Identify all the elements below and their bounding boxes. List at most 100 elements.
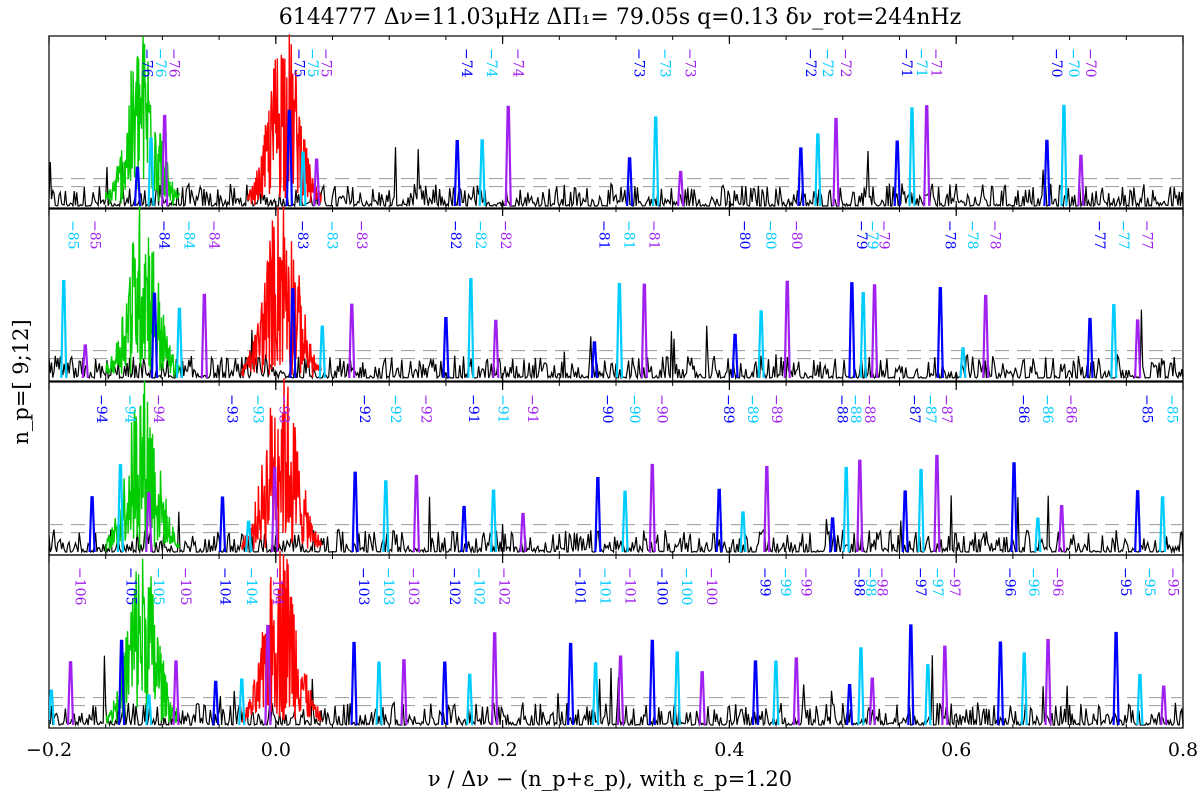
- mode-peak: [318, 325, 326, 379]
- mode-label: −101: [572, 567, 588, 605]
- mode-peak: [648, 639, 656, 726]
- mode-label: −82: [447, 220, 463, 250]
- mode-peak: [783, 280, 791, 379]
- x-axis: −0.2 0.0 0.2 0.4 0.6 0.8: [26, 739, 1198, 761]
- mode-peak: [289, 288, 297, 379]
- mode-peak: [615, 282, 624, 379]
- mode-label: −98: [862, 567, 878, 597]
- panel-frame: [48, 35, 1184, 210]
- mode-label: −85: [86, 220, 102, 250]
- mode-peak: [907, 624, 915, 726]
- mode-peak: [504, 105, 512, 207]
- mode-peak: [49, 689, 55, 726]
- mode-peak: [116, 464, 125, 553]
- panel-np-11: −85 −85 −84 −84 −84 −83 −83 −83 −82 −82 −82 −81 −81−…: [48, 205, 1184, 382]
- mode-peak: [212, 680, 220, 726]
- mode-peak: [640, 283, 648, 379]
- power-spectrum: [48, 655, 1184, 728]
- mode-peak: [442, 316, 450, 379]
- mode-label: −90: [626, 394, 642, 424]
- mode-peak: [491, 632, 499, 726]
- mode-label: −83: [294, 220, 310, 250]
- mode-label: −100: [678, 567, 694, 605]
- mode-label: −78: [941, 220, 957, 250]
- mode-peak: [350, 641, 358, 726]
- mode-label: −105: [123, 567, 139, 605]
- mode-label: −72: [819, 48, 835, 78]
- mode-peak: [797, 147, 805, 207]
- x-tick-label: −0.2: [26, 739, 72, 761]
- mode-label: −72: [837, 48, 853, 78]
- mode-label: −77: [1091, 220, 1107, 250]
- mode-peak: [908, 107, 916, 207]
- mode-peaks: [29, 624, 1168, 726]
- mode-peak: [959, 347, 967, 379]
- mode-label: −71: [898, 48, 914, 78]
- mode-peak: [751, 660, 760, 726]
- mode-label: −90: [653, 394, 669, 424]
- mode-label: −93: [250, 394, 266, 424]
- mode-peak: [648, 463, 656, 553]
- mode-label: −97: [946, 567, 962, 597]
- mode-label: −93: [224, 394, 240, 424]
- radial-mode-band: [241, 206, 322, 378]
- mode-peak: [1077, 154, 1085, 207]
- mode-label: −80: [788, 220, 804, 250]
- mode-label: −96: [1025, 567, 1041, 597]
- mode-peak: [150, 292, 159, 379]
- mode-label: −105: [150, 567, 166, 605]
- mode-peak: [271, 466, 279, 553]
- mode-label: −78: [987, 220, 1003, 250]
- mode-label: −92: [417, 394, 433, 424]
- chart-title: 6144777 Δν=11.03μHz ΔΠ₁= 79.05s q=0.13 δ…: [279, 5, 961, 30]
- x-axis-label: ν / Δν − (n_p+ε_p), with ε_p=1.20: [428, 767, 792, 791]
- mode-label: −75: [290, 48, 306, 78]
- mode-peak: [238, 678, 246, 726]
- mode-label: −80: [762, 220, 778, 250]
- mode-peak: [66, 661, 75, 726]
- radial-mode-band: [241, 551, 322, 724]
- mode-peak: [453, 140, 461, 207]
- mode-peak: [814, 133, 822, 207]
- mode-label: −95: [1141, 567, 1157, 597]
- mode-label: −88: [861, 394, 877, 424]
- mode-peak: [868, 677, 876, 726]
- mode-label: −95: [1117, 567, 1133, 597]
- mode-peak: [652, 116, 660, 207]
- mode-label: −82: [497, 220, 513, 250]
- mode-peak: [313, 158, 321, 207]
- mode-peak: [133, 166, 142, 207]
- mode-label: −82: [472, 220, 488, 250]
- mode-peak: [1136, 673, 1144, 726]
- mode-label: −76: [139, 48, 155, 78]
- panel-np-12: −76−76−76 −75−75−75 −74 −74 −74 −73 −73 −73 −72−…: [48, 34, 1184, 210]
- mode-label: −77: [1139, 220, 1155, 250]
- mode-peak: [441, 661, 449, 726]
- mode-peak: [901, 490, 909, 553]
- mode-label: −84: [180, 220, 196, 250]
- mode-peak: [1160, 685, 1168, 726]
- mode-label: −76: [152, 48, 168, 78]
- mode-peak: [478, 139, 486, 207]
- x-tick-label: 0.4: [714, 739, 744, 761]
- mode-peak: [489, 489, 498, 553]
- mode-label: −84: [156, 220, 172, 250]
- mode-peak: [1043, 139, 1051, 207]
- mode-peak: [1034, 517, 1042, 553]
- mode-peak: [299, 151, 307, 207]
- mode-peak: [848, 282, 856, 379]
- mode-peak: [375, 661, 383, 726]
- mode-label: −106: [72, 567, 88, 606]
- mode-label: −91: [524, 394, 540, 424]
- mode-peak: [917, 468, 925, 553]
- mode-peak: [29, 629, 34, 725]
- mode-peak: [1158, 496, 1167, 553]
- mode-label: −99: [757, 567, 773, 597]
- mode-peak: [1058, 505, 1066, 553]
- mode-label: −102: [471, 567, 487, 605]
- mode-peak: [763, 465, 771, 553]
- mode-peak: [218, 496, 227, 553]
- mode-peak: [60, 279, 68, 379]
- mode-label: −98: [873, 567, 889, 597]
- mode-peaks: [133, 104, 1085, 207]
